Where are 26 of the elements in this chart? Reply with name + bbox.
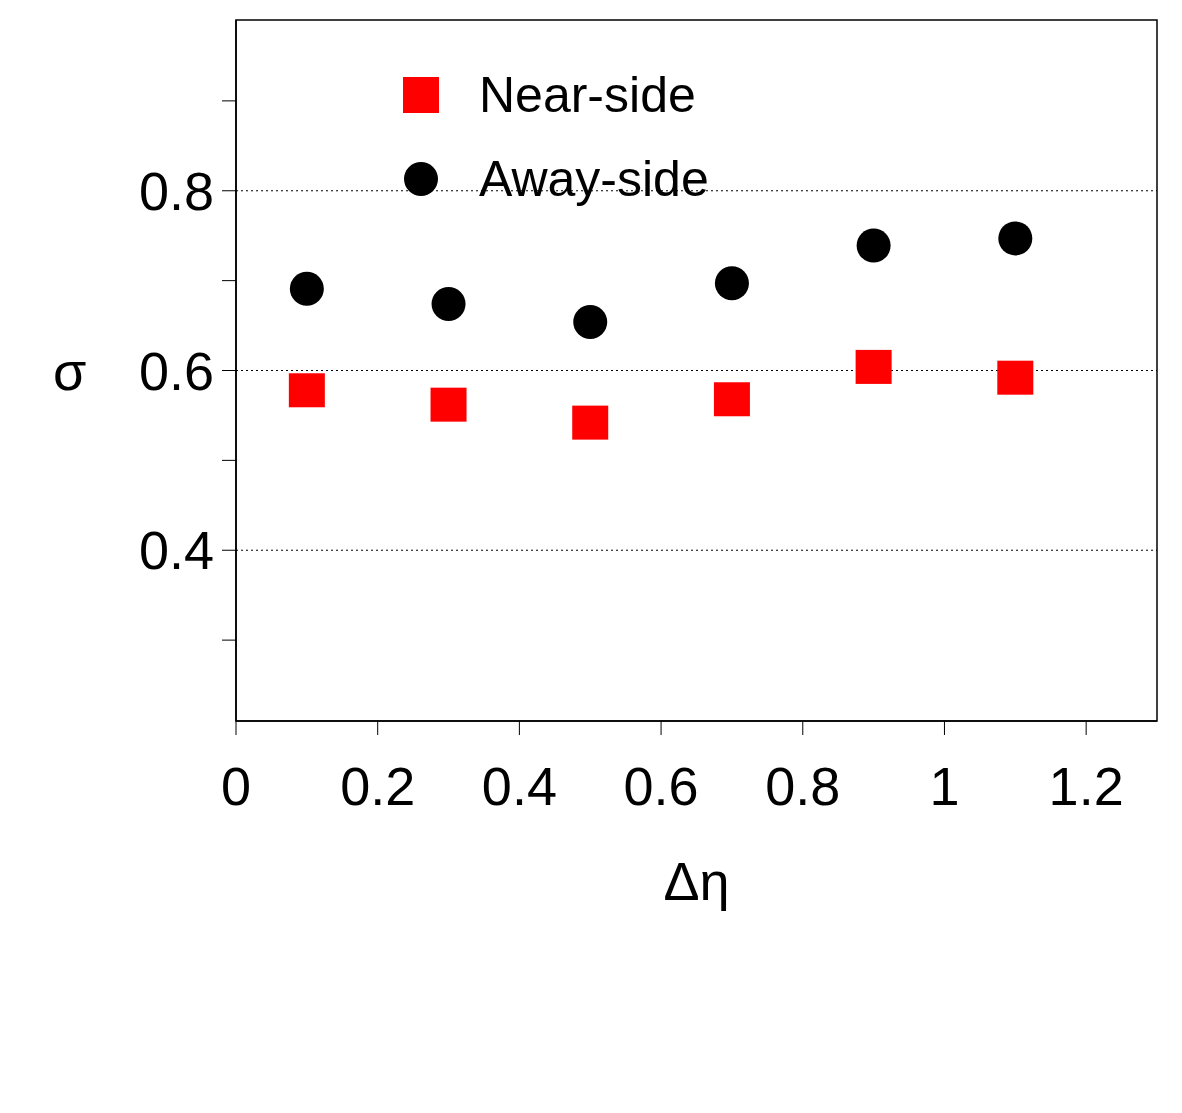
point bbox=[713, 382, 750, 417]
x-tick-label: 0.4 bbox=[481, 756, 557, 817]
x-axis-title: Δη bbox=[663, 851, 730, 911]
y-axis-title: σ bbox=[53, 340, 87, 401]
point bbox=[855, 349, 892, 384]
point bbox=[997, 360, 1034, 395]
point bbox=[998, 221, 1033, 256]
legend-label: Away-side bbox=[479, 150, 709, 209]
x-tick-label: 1 bbox=[929, 756, 960, 817]
point bbox=[431, 287, 466, 321]
legend-label: Near-side bbox=[479, 66, 696, 125]
x-tick-label: 1.2 bbox=[1048, 756, 1124, 817]
point bbox=[714, 266, 749, 301]
x-tick-label: 0.6 bbox=[623, 756, 699, 817]
x-tick-label: 0.8 bbox=[765, 756, 841, 817]
point bbox=[573, 304, 608, 339]
point bbox=[430, 387, 467, 422]
point bbox=[856, 228, 891, 263]
y-tick-label: 0.6 bbox=[138, 340, 214, 401]
x-tick-label: 0.2 bbox=[340, 756, 416, 817]
y-tick-label: 0.4 bbox=[138, 520, 214, 581]
point bbox=[572, 405, 609, 440]
point bbox=[289, 271, 324, 306]
point bbox=[288, 373, 325, 408]
x-tick-label: 0 bbox=[220, 756, 252, 817]
y-tick-label: 0.8 bbox=[138, 160, 214, 221]
